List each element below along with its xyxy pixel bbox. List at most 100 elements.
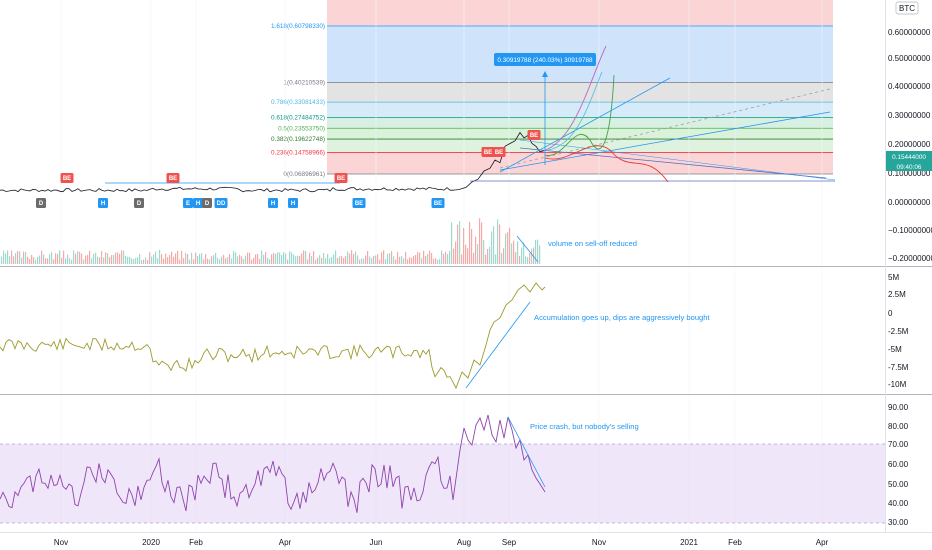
time-axis-tick: 2020 [142,538,160,547]
volume-bar [199,253,201,264]
last-price-badge[interactable] [886,151,932,161]
price-series-line [0,131,545,193]
event-marker[interactable]: BE [166,173,180,183]
volume-bar [79,251,81,264]
measure-label-box[interactable] [494,53,596,66]
volume-bar [41,250,43,264]
volume-bar [305,250,307,264]
volume-bar [9,256,11,264]
event-marker[interactable]: H [98,198,108,208]
event-marker[interactable]: BE [481,147,495,157]
volume-bar [347,251,349,264]
volume-bar [253,257,255,264]
volume-bar [13,256,15,264]
event-marker-label: BE [434,201,442,207]
volume-bar [233,250,235,264]
event-marker[interactable]: BE [527,130,541,140]
volume-bar [361,258,363,264]
volume-bar [49,254,51,264]
time-axis[interactable]: Nov 2020 Feb Apr Jun Aug Sep Nov 2021 Feb Apr [54,538,829,547]
volume-bar [425,256,427,264]
volume-bar [243,258,245,264]
event-marker[interactable]: BE [492,147,506,157]
volume-bar [93,253,95,264]
event-marker-box [60,173,74,183]
volume-bar [363,258,365,264]
event-marker[interactable]: H [193,198,203,208]
event-marker[interactable]: BE [60,173,74,183]
event-marker[interactable]: D [134,198,144,208]
price-axis-tick: 0.00000000 [888,198,931,207]
event-marker[interactable]: D [36,198,46,208]
volume-bar [5,253,7,264]
time-axis-tick: Apr [816,538,829,547]
volume-bar [293,254,295,264]
volume-bar [45,258,47,264]
volume-bar [187,254,189,264]
event-marker[interactable]: D [202,198,212,208]
rsi-trend-line[interactable] [507,416,546,488]
volume-bar [265,252,267,264]
volume-bar [11,250,13,264]
volume-bar [133,259,135,264]
event-marker[interactable]: BE [431,198,445,208]
volume-bar [459,221,461,264]
accumulation-axis-tick: 0 [888,309,893,318]
volume-bar [353,253,355,264]
event-marker-label: BE [169,176,177,182]
volume-bar [119,253,121,264]
volume-bar [51,252,53,264]
fib-level-label: 1.618(0.60798330) [271,23,325,30]
volume-bar [257,253,259,264]
event-marker[interactable]: H [288,198,298,208]
time-axis-tick: Apr [279,538,292,547]
volume-bar [145,257,147,264]
volume-bar [221,256,223,264]
volume-bar [471,228,473,264]
volume-trend-line[interactable] [516,235,539,263]
measure-label: 0.30919788 (240.03%) 30919788 [497,57,593,64]
volume-bar [235,252,237,264]
volume-bar [105,252,107,264]
volume-bar [499,224,501,264]
volume-bar [427,254,429,264]
rsi-axis-tick: 40.00 [888,499,909,508]
time-axis-tick: Feb [728,538,742,547]
volume-bar [301,253,303,264]
fib-zone [327,128,833,140]
event-marker-box [202,198,212,208]
volume-bar [87,254,89,264]
volume-bar [21,257,23,264]
event-marker[interactable]: BE [334,173,348,183]
rsi-axis-tick: 90.00 [888,403,909,412]
volume-bar [397,251,399,264]
volume-bar [489,246,491,264]
volume-bar [77,251,79,264]
last-price: 0.15444000 [892,154,926,161]
volume-bar [493,226,495,264]
volume-bar [193,259,195,264]
event-marker[interactable]: BE [352,198,366,208]
projection-drawings[interactable] [499,45,836,183]
volume-bar [403,258,405,264]
event-marker[interactable]: H [268,198,278,208]
volume-bar [281,255,283,264]
event-marker[interactable]: DD [214,198,228,208]
time-axis-tick: Aug [457,538,471,547]
fib-level-label: 1(0.40210539) [283,80,325,87]
event-marker-label: H [196,201,200,207]
volume-bar [53,259,55,264]
accumulation-trend-line[interactable] [465,301,531,389]
volume-bar [135,257,137,264]
price-axis[interactable]: 0.60000000 0.50000000 0.40000000 0.30000000… [888,28,932,527]
event-marker-box [527,130,541,140]
currency-badge[interactable] [895,1,919,15]
volume-bar [321,257,323,264]
volume-bar [167,257,169,264]
event-marker[interactable]: E [183,198,193,208]
volume-bar [385,259,387,264]
volume-bar [117,252,119,264]
fib-zone [327,82,833,103]
